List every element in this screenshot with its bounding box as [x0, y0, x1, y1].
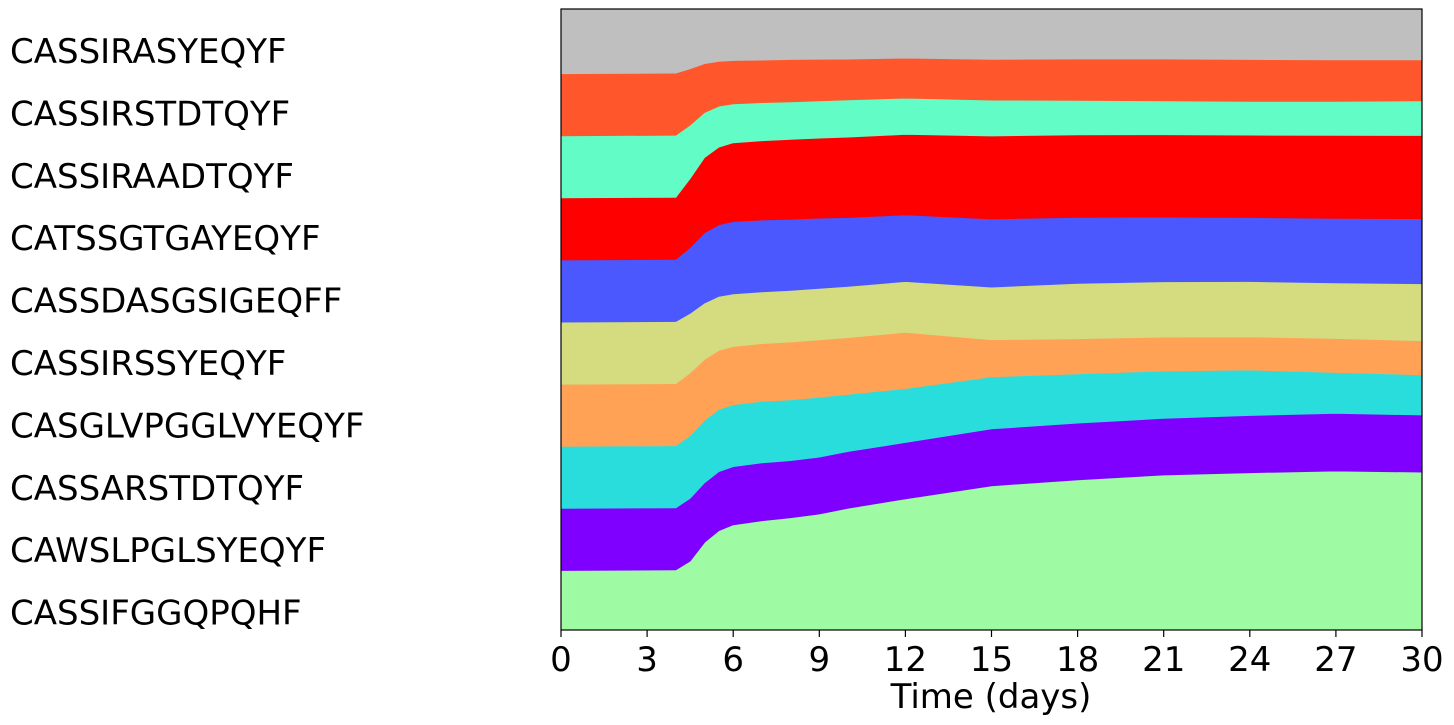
x-tick-label: 12 [884, 640, 927, 680]
legend-label: CASGLVPGGLVYEQYF [10, 406, 364, 446]
legend-label: CASSDASGSIGEQFF [10, 282, 342, 322]
x-tick-label: 27 [1314, 640, 1357, 680]
legend: CASSIRASYEQYF CASSIRSTDTQYF CASSIRAADTQYF C… [10, 32, 364, 634]
x-tick-label: 24 [1228, 640, 1271, 680]
x-tick-label: 21 [1142, 640, 1185, 680]
legend-label: CATSSGTGAYEQYF [10, 219, 321, 259]
x-axis-label: Time (days) [890, 677, 1092, 717]
legend-label: CASSIRASYEQYF [10, 32, 287, 72]
x-tick-label: 6 [722, 640, 744, 680]
legend-label: CASSIRSSYEQYF [10, 344, 286, 384]
legend-label: CASSIFGGQPQHF [10, 594, 302, 634]
x-tick-label: 30 [1400, 640, 1443, 680]
x-tick-label: 15 [970, 640, 1013, 680]
x-tick-label: 18 [1056, 640, 1099, 680]
legend-label: CASSARSTDTQYF [10, 469, 304, 509]
area-series-group [560, 8, 1423, 631]
x-tick-label: 3 [636, 640, 658, 680]
x-tick-label: 9 [808, 640, 830, 680]
x-axis-ticks: 0 3 6 9 12 15 18 21 24 27 30 [550, 630, 1444, 680]
legend-label: CAWSLPGLSYEQYF [10, 531, 326, 571]
legend-label: CASSIRAADTQYF [10, 157, 294, 197]
legend-label: CASSIRSTDTQYF [10, 94, 290, 134]
x-tick-label: 0 [550, 640, 572, 680]
